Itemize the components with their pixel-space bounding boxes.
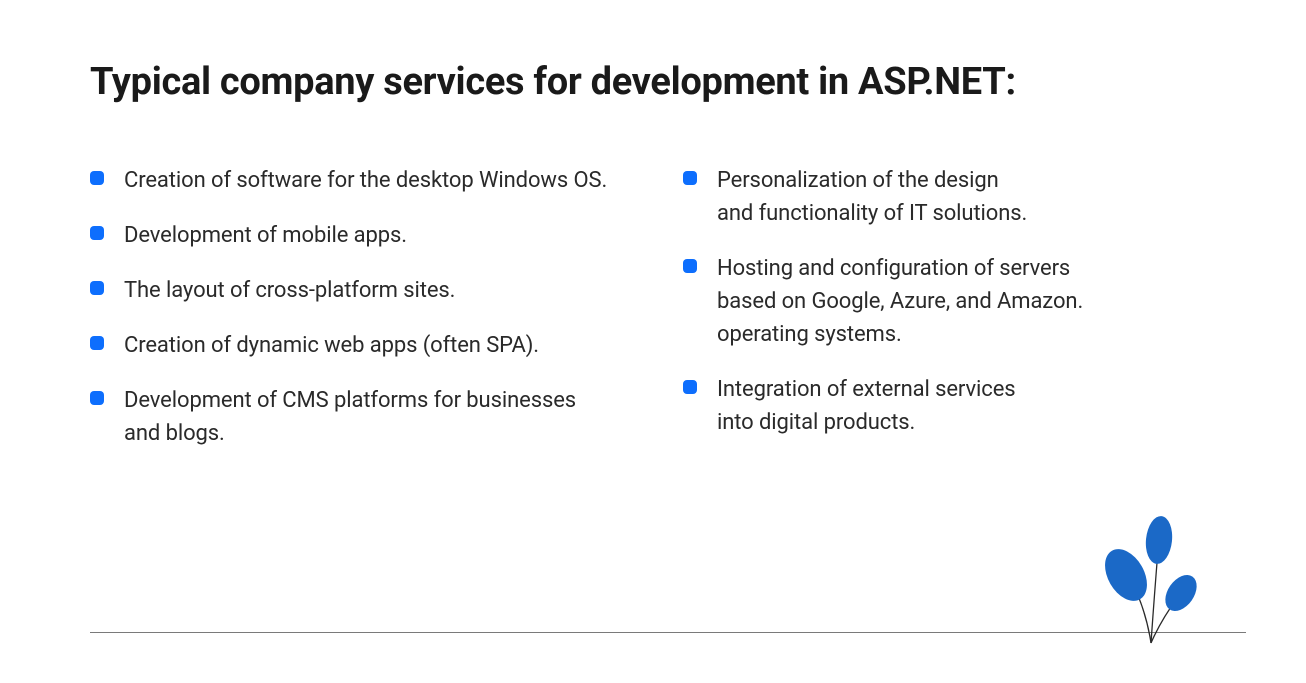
bullet-icon	[90, 281, 104, 295]
bullet-icon	[90, 171, 104, 185]
item-text: Personalization of the designand functio…	[717, 164, 1027, 230]
bullet-icon	[90, 336, 104, 350]
bullet-icon	[683, 171, 697, 185]
page-title: Typical company services for development…	[90, 60, 1216, 104]
list-item: Creation of dynamic web apps (often SPA)…	[90, 329, 623, 362]
item-text: Integration of external servicesinto dig…	[717, 373, 1016, 439]
list-item: Integration of external servicesinto dig…	[683, 373, 1216, 439]
list-item: Hosting and configuration of serversbase…	[683, 252, 1216, 351]
right-column: Personalization of the designand functio…	[683, 164, 1216, 472]
list-item: Creation of software for the desktop Win…	[90, 164, 623, 197]
list-item: The layout of cross-platform sites.	[90, 274, 623, 307]
bullet-icon	[90, 391, 104, 405]
divider	[90, 632, 1246, 633]
plant-decoration-icon	[1096, 515, 1206, 645]
content-container: Typical company services for development…	[0, 0, 1306, 472]
item-text: Development of mobile apps.	[124, 219, 407, 252]
item-text: The layout of cross-platform sites.	[124, 274, 455, 307]
item-text: Creation of dynamic web apps (often SPA)…	[124, 329, 539, 362]
bullet-icon	[683, 259, 697, 273]
list-item: Development of CMS platforms for busines…	[90, 384, 623, 450]
item-text: Development of CMS platforms for busines…	[124, 384, 576, 450]
bullet-icon	[90, 226, 104, 240]
left-column: Creation of software for the desktop Win…	[90, 164, 623, 472]
list-item: Personalization of the designand functio…	[683, 164, 1216, 230]
bullet-icon	[683, 380, 697, 394]
list-item: Development of mobile apps.	[90, 219, 623, 252]
item-text: Hosting and configuration of serversbase…	[717, 252, 1083, 351]
columns-wrapper: Creation of software for the desktop Win…	[90, 164, 1216, 472]
item-text: Creation of software for the desktop Win…	[124, 164, 607, 197]
